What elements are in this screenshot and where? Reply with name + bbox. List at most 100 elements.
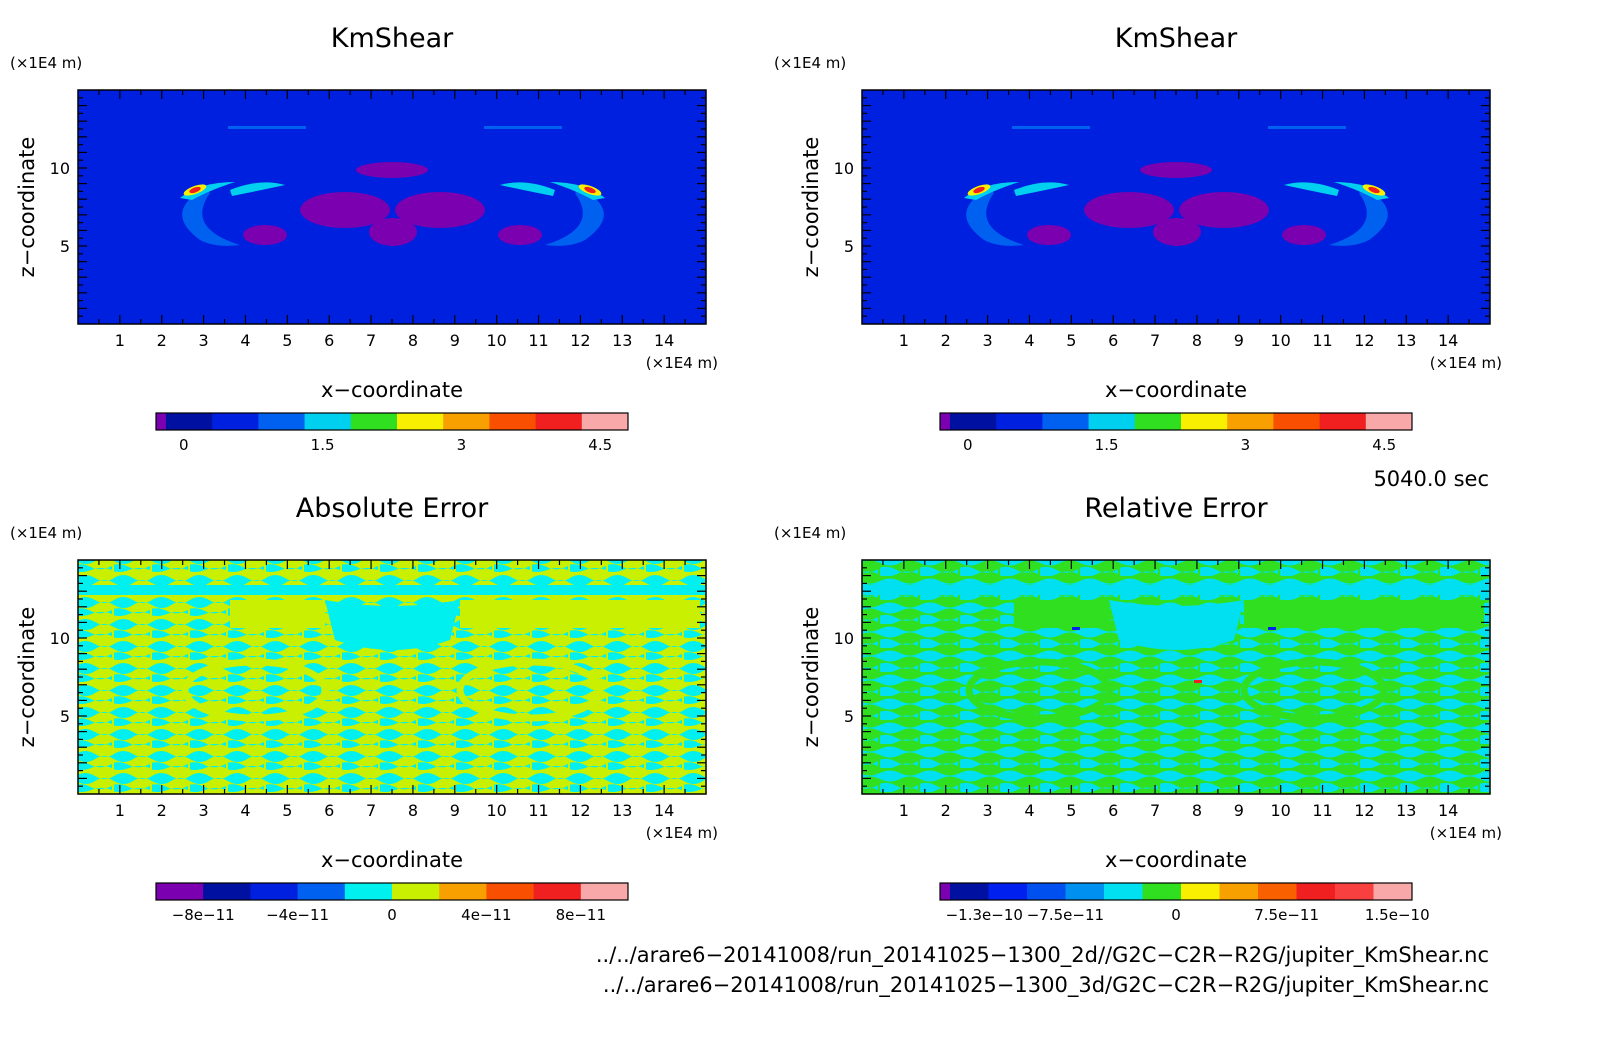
x-tick-label: 5 xyxy=(282,331,292,350)
x-tick-label: 11 xyxy=(1312,801,1332,820)
colorbar-swatch xyxy=(1273,413,1321,430)
colorbar-swatch xyxy=(156,883,204,900)
colorbar-tick-label: 8e−11 xyxy=(556,906,606,924)
colorbar-swatch xyxy=(1373,883,1413,900)
x-tick-label: 3 xyxy=(983,801,993,820)
colorbar: −1.3e−10 −7.5e−11 0 7.5e−11 1.5e−10 xyxy=(939,882,1430,924)
colorbar-swatch xyxy=(1319,413,1367,430)
colorbar-swatch xyxy=(533,883,582,900)
colorbar-swatch xyxy=(1296,883,1336,900)
x-tick-label: 9 xyxy=(1234,331,1244,350)
panel-kmshear-right: KmShear (×1E4 m) xyxy=(774,23,1502,454)
field-structures xyxy=(180,126,605,246)
colorbar-tick-label: 0 xyxy=(963,436,973,454)
x-tick-label: 12 xyxy=(1354,331,1374,350)
colorbar-swatch xyxy=(996,413,1043,430)
x-tick-label: 5 xyxy=(1066,801,1076,820)
colorbar-tick-label: −7.5e−11 xyxy=(1027,906,1104,924)
x-tick-label: 11 xyxy=(528,801,548,820)
plot-area: 1 2 3 4 5 6 7 8 9 10 11 12 13 14 510 xyxy=(50,559,707,820)
y-axis-ticks: 5 10 xyxy=(50,97,706,317)
colorbar-swatch xyxy=(1134,413,1182,430)
colorbar-swatch xyxy=(1219,883,1259,900)
x-axis-label: x−coordinate xyxy=(1105,378,1247,402)
x-tick-label: 10 xyxy=(486,331,506,350)
colorbar-swatch xyxy=(1335,883,1374,900)
x-axis-ticks: 1 2 3 4 5 6 7 8 9 10 11 12 13 14 xyxy=(882,560,1470,820)
colorbar-swatch xyxy=(940,413,951,430)
y-axis-ticks: 5 10 xyxy=(834,567,1490,787)
colorbar-swatch xyxy=(1065,883,1105,900)
x-tick-label: 9 xyxy=(1234,801,1244,820)
colorbar-swatch xyxy=(580,883,629,900)
x-tick-label: 12 xyxy=(570,331,590,350)
x-tick-label: 13 xyxy=(612,331,632,350)
x-axis-label: x−coordinate xyxy=(1105,848,1247,872)
x-tick-label: 10 xyxy=(486,801,506,820)
y-tick-label: 10 xyxy=(50,159,70,178)
x-tick-label: 6 xyxy=(1108,331,1118,350)
x-tick-label: 13 xyxy=(1396,331,1416,350)
colorbar-tick-label: 0 xyxy=(387,906,397,924)
colorbar-tick-label: 4.5 xyxy=(1372,436,1396,454)
colorbar: 0 1.5 3 4.5 xyxy=(939,412,1413,454)
y-unit-label: (×1E4 m) xyxy=(10,524,82,542)
colorbar-swatch xyxy=(1027,883,1066,900)
x-tick-label: 6 xyxy=(1108,801,1118,820)
colorbar-tick-label: 1.5 xyxy=(1095,436,1119,454)
x-tick-label: 3 xyxy=(199,801,209,820)
x-unit-label: (×1E4 m) xyxy=(646,354,718,372)
plot-background xyxy=(78,90,706,324)
panel-title: KmShear xyxy=(1115,23,1238,54)
colorbar-swatch xyxy=(1181,883,1220,900)
colorbar-swatch xyxy=(392,883,440,900)
panel-absolute-error: Absolute Error (×1E4 m) 1 2 3 4 5 6 7 8 9 10 11 12 1… xyxy=(10,493,718,924)
colorbar-swatch xyxy=(297,883,346,900)
x-tick-label: 5 xyxy=(1066,331,1076,350)
colorbar-swatch xyxy=(439,883,487,900)
plot-area: 1 2 3 4 5 6 7 8 9 10 11 12 13 14 510 xyxy=(834,89,1491,350)
x-tick-label: 1 xyxy=(899,331,909,350)
colorbar-swatch xyxy=(258,413,306,430)
y-axis-ticks: 5 10 xyxy=(834,97,1490,317)
footer-path-2d: ../../arare6−20141008/run_20141025−1300_… xyxy=(596,943,1489,968)
y-tick-label: 5 xyxy=(844,707,854,726)
x-tick-label: 11 xyxy=(1312,331,1332,350)
x-tick-label: 12 xyxy=(1354,801,1374,820)
x-unit-label: (×1E4 m) xyxy=(646,824,718,842)
x-tick-label: 12 xyxy=(570,801,590,820)
time-label: 5040.0 sec xyxy=(1373,467,1489,491)
plot-background xyxy=(78,560,706,794)
panel-title: Absolute Error xyxy=(296,493,489,524)
x-tick-label: 3 xyxy=(199,331,209,350)
colorbar-tick-label: 1.5e−10 xyxy=(1365,906,1430,924)
colorbar-swatch xyxy=(1142,883,1182,900)
x-tick-label: 5 xyxy=(282,801,292,820)
colorbar-swatch xyxy=(581,413,629,430)
x-tick-label: 1 xyxy=(115,801,125,820)
colorbar-tick-label: 4e−11 xyxy=(461,906,511,924)
x-tick-label: 2 xyxy=(941,801,951,820)
colorbar-tick-label: 1.5 xyxy=(311,436,335,454)
colorbar-swatch xyxy=(1181,413,1228,430)
x-tick-label: 6 xyxy=(324,331,334,350)
field-structures xyxy=(78,585,706,722)
x-tick-label: 2 xyxy=(157,331,167,350)
colorbar-tick-label: 0 xyxy=(179,436,189,454)
x-tick-label: 7 xyxy=(1150,331,1160,350)
plot-background xyxy=(862,90,1490,324)
x-unit-label: (×1E4 m) xyxy=(1430,824,1502,842)
colorbar-swatch xyxy=(156,413,167,430)
colorbar-swatch xyxy=(489,413,537,430)
colorbar-frame xyxy=(939,882,1413,901)
x-tick-label: 9 xyxy=(450,331,460,350)
colorbar-swatch xyxy=(1042,413,1090,430)
x-axis-label: x−coordinate xyxy=(321,848,463,872)
x-tick-label: 7 xyxy=(366,331,376,350)
x-tick-label: 9 xyxy=(450,801,460,820)
colorbar-tick-label: 3 xyxy=(457,436,467,454)
colorbar-tick-label: −4e−11 xyxy=(266,906,329,924)
x-tick-label: 10 xyxy=(1270,331,1290,350)
colorbar-swatch xyxy=(397,413,444,430)
x-tick-label: 7 xyxy=(1150,801,1160,820)
